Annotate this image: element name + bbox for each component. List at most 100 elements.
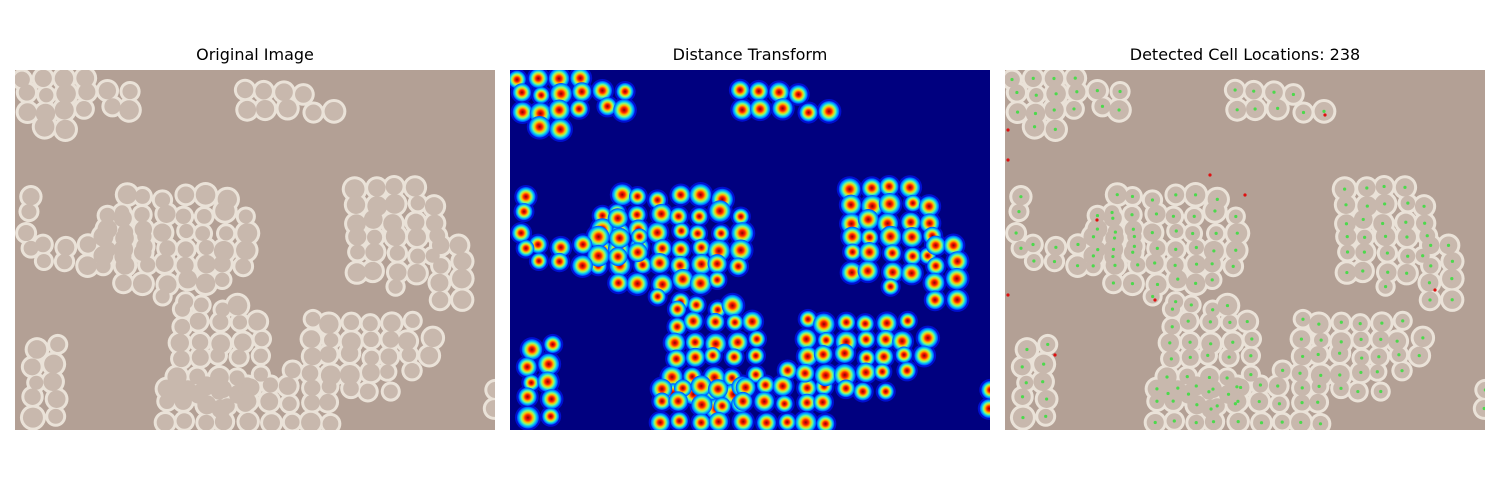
cell-marker (1052, 259, 1057, 264)
cell-distance (901, 212, 921, 232)
cell-body (117, 185, 137, 205)
cell-body (383, 314, 401, 332)
cell-body (39, 88, 54, 103)
cell-distance (747, 347, 764, 364)
cell-body (405, 313, 420, 328)
cell-distance (551, 237, 571, 257)
rejected-marker (1153, 298, 1157, 302)
cell-distance (892, 331, 913, 352)
cell-marker (1033, 111, 1038, 116)
cell-marker (1073, 76, 1077, 80)
cell-marker (1344, 203, 1348, 207)
cell-body (56, 253, 73, 270)
cell-marker (1118, 89, 1122, 94)
cell-marker (1360, 356, 1364, 360)
rejected-marker (1323, 113, 1327, 117)
cell-marker (1151, 294, 1155, 299)
cell-body (115, 228, 134, 248)
cell-marker (1362, 250, 1366, 254)
cell-distance (689, 225, 707, 242)
cell-marker (1404, 220, 1408, 224)
cell-distance (689, 272, 712, 295)
cell-body (214, 272, 230, 288)
cell-distance (587, 225, 610, 248)
cell-body (197, 254, 216, 274)
cell-distance (858, 349, 875, 367)
cell-marker (1291, 92, 1295, 97)
cell-distance (818, 331, 835, 349)
cell-distance (799, 310, 817, 328)
rejected-marker (1006, 158, 1010, 162)
cell-marker (1132, 234, 1136, 239)
cell-marker (1281, 368, 1285, 373)
cell-marker (1276, 106, 1280, 110)
cell-distance (651, 203, 672, 224)
cell-body (157, 204, 176, 223)
cell-distance (685, 347, 705, 367)
cell-marker (1227, 355, 1231, 359)
cell-distance (898, 361, 916, 380)
cell-marker (1358, 322, 1362, 326)
cell-body (305, 104, 322, 121)
cell-body (227, 295, 248, 316)
cell-distance (647, 222, 668, 243)
cell-body (159, 240, 176, 257)
cell-distance (729, 257, 748, 276)
cell-marker (1236, 399, 1240, 403)
cell-marker (1207, 390, 1211, 394)
cell-marker (1210, 262, 1214, 266)
cell-body (78, 256, 97, 275)
cell-distance (598, 97, 617, 116)
cell-marker (1249, 372, 1253, 377)
cell-distance (609, 227, 630, 249)
cell-body (319, 314, 339, 334)
cell-body (137, 229, 152, 244)
cell-body (453, 252, 472, 271)
cell-distance (629, 187, 646, 205)
cell-marker (1211, 420, 1216, 424)
cell-body (115, 274, 132, 292)
cell-marker (1020, 365, 1024, 369)
cell-marker (1209, 342, 1213, 346)
cell-body (191, 348, 209, 366)
cell-marker (1429, 264, 1433, 268)
cell-marker (1096, 247, 1100, 252)
cell-body (122, 83, 138, 100)
cell-marker (1131, 227, 1135, 231)
cell-body (156, 413, 174, 430)
cell-body (179, 380, 196, 397)
cell-body (295, 86, 312, 103)
cell-body (212, 313, 229, 330)
cell-body (362, 363, 380, 382)
cell-distance (742, 311, 763, 332)
cell-marker (1111, 281, 1116, 285)
cell-body (367, 229, 383, 245)
cell-distance (874, 363, 891, 380)
cell-body (344, 179, 365, 200)
cell-marker (1053, 127, 1057, 131)
cell-body (174, 392, 192, 410)
cell-body (324, 101, 344, 121)
cell-marker (1356, 389, 1360, 394)
cell-distance (518, 387, 537, 406)
cell-distance (924, 272, 945, 293)
cell-marker (1213, 209, 1217, 213)
cell-marker (1111, 254, 1115, 259)
cell-distance (772, 98, 793, 119)
cell-body (214, 413, 233, 430)
cell-marker (1155, 246, 1159, 250)
cell-body (359, 383, 376, 400)
cell-marker (1252, 89, 1256, 93)
cell-body (388, 279, 403, 294)
cell-distance (611, 184, 633, 206)
cell-body (47, 390, 66, 408)
cell-marker (1233, 88, 1237, 92)
cell-distance (750, 98, 771, 120)
cell-distance (901, 226, 922, 248)
cell-body (195, 185, 216, 205)
cell-distance (882, 262, 903, 283)
cell-marker (1300, 386, 1304, 390)
detected-cells-canvas (1005, 70, 1485, 430)
cell-body (430, 273, 449, 292)
cell-distance (917, 327, 939, 349)
